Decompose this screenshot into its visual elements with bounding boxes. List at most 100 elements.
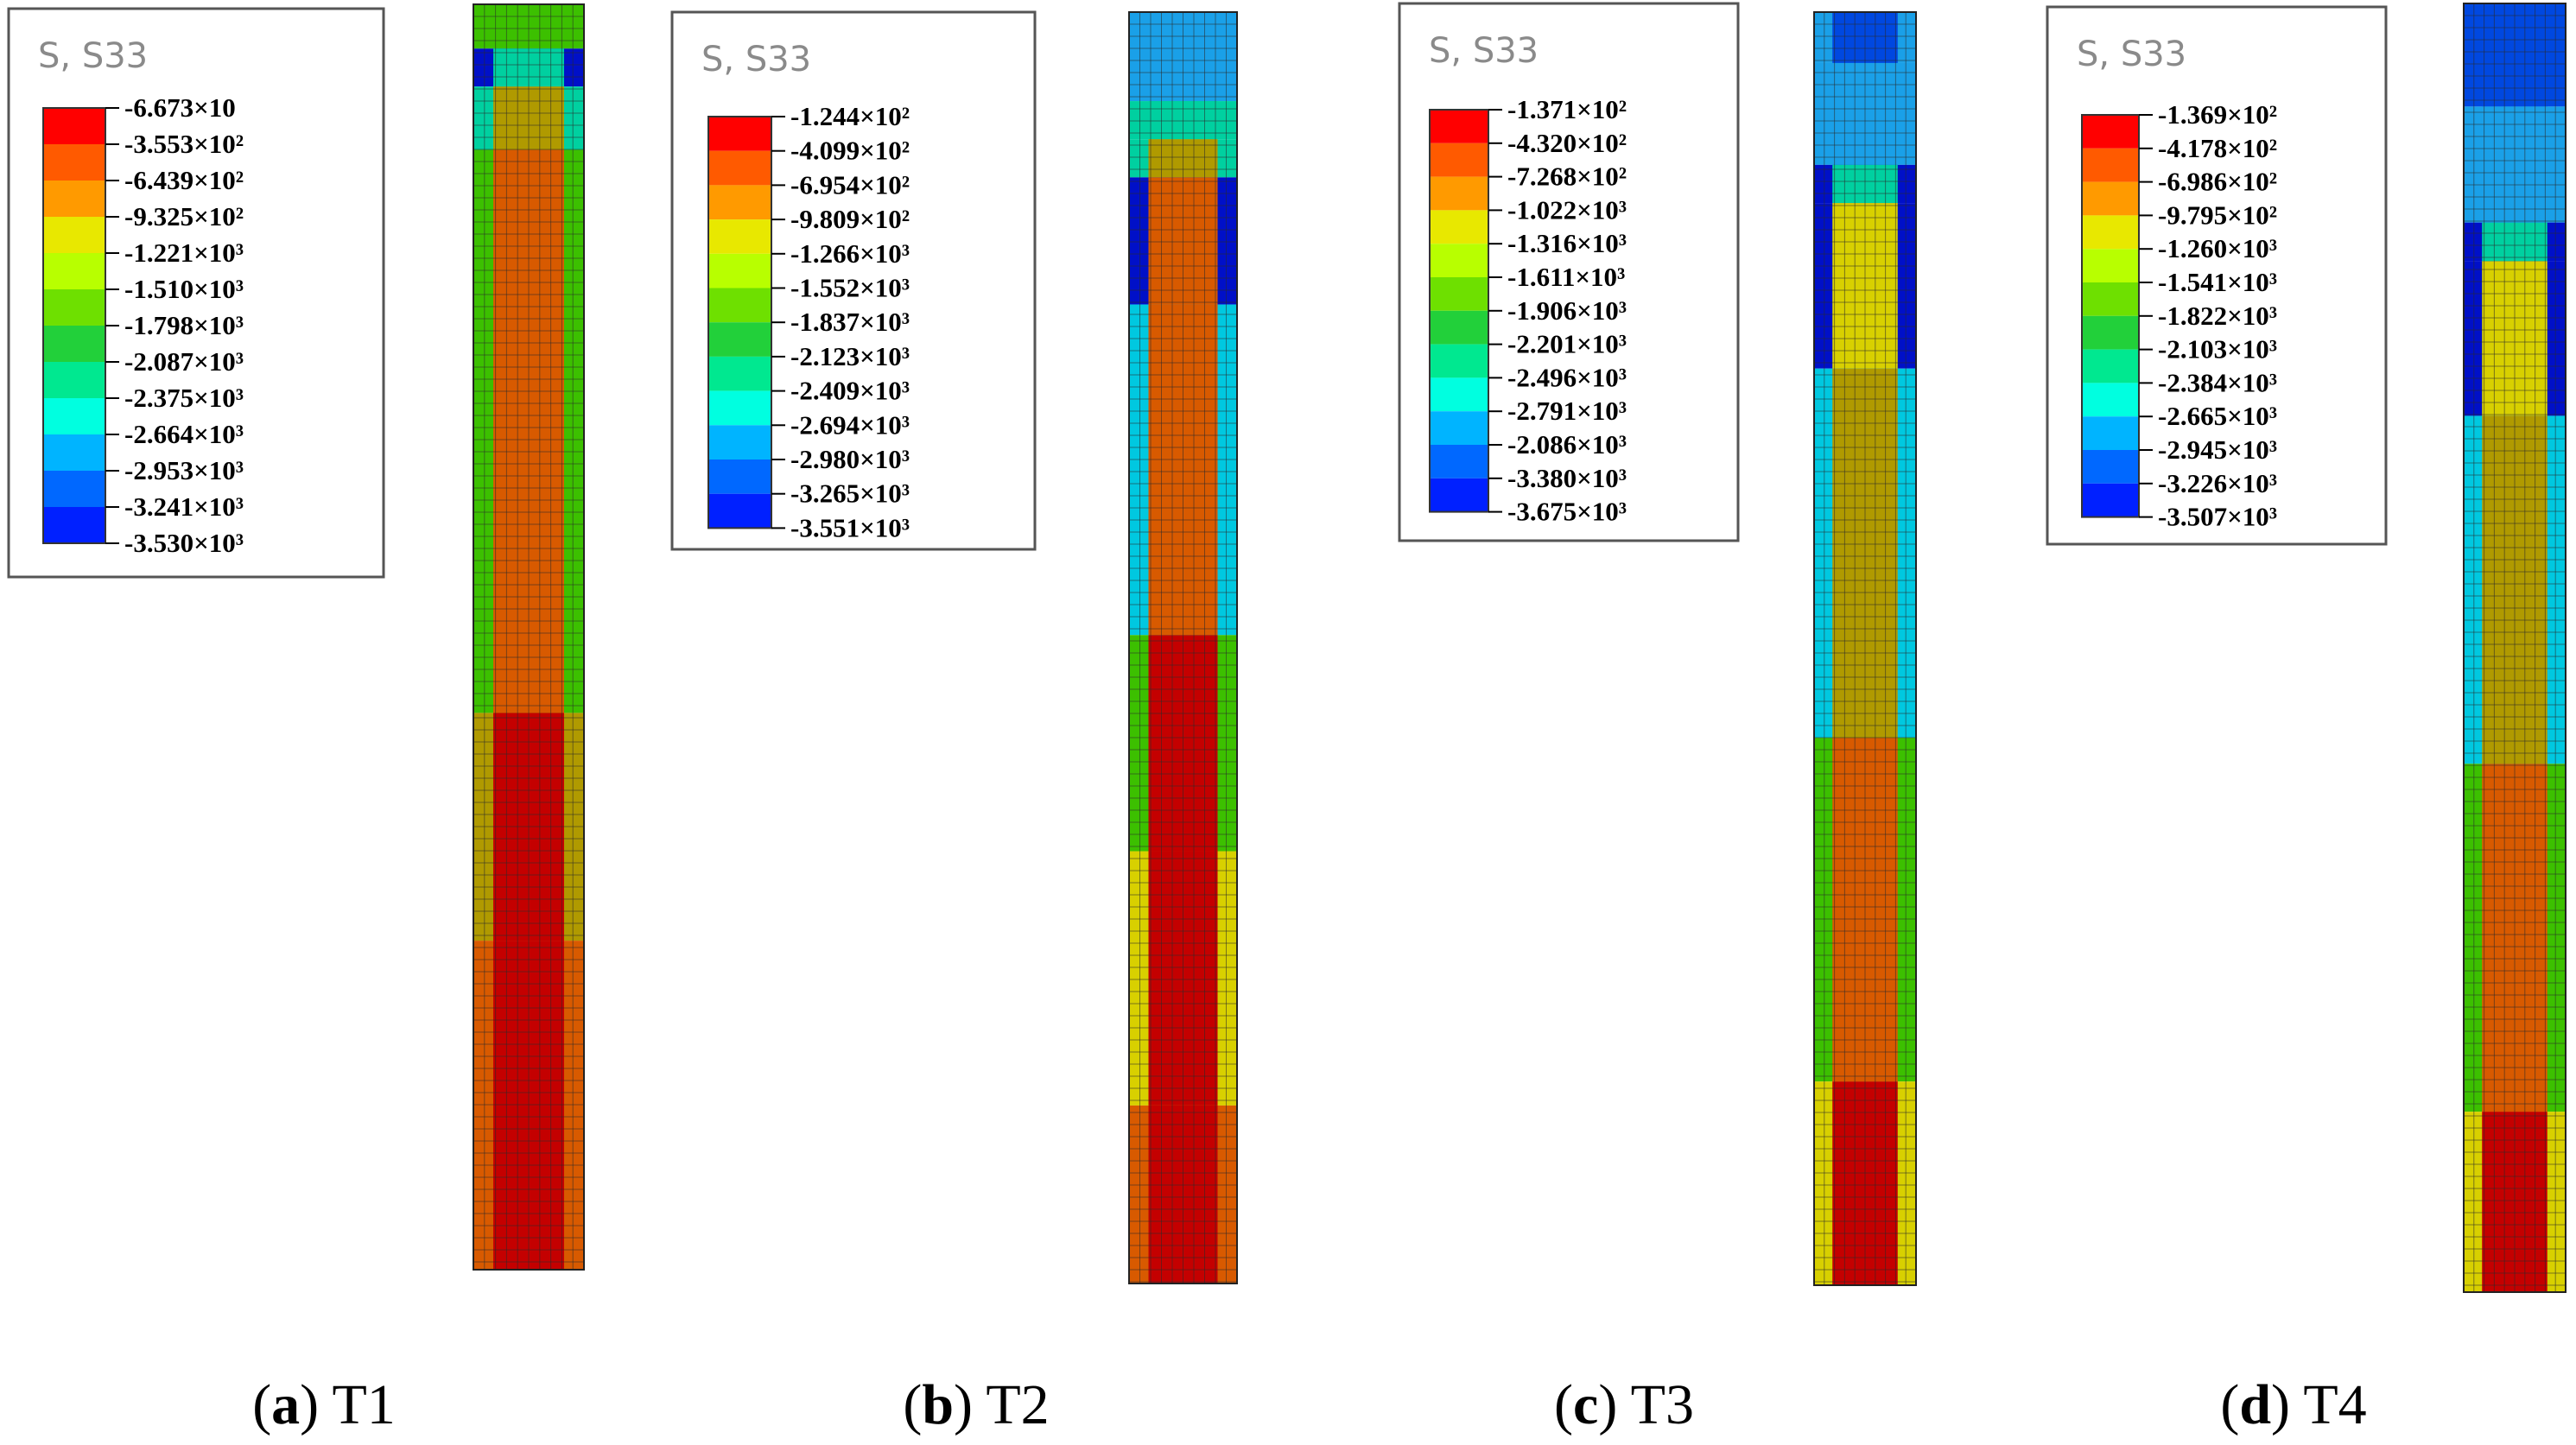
legend-value: -2.496×10³	[1507, 362, 1627, 392]
caption-name: T2	[986, 1373, 1049, 1436]
legend-value: -1.369×10²	[2158, 99, 2277, 130]
legend-value: -2.409×10³	[790, 376, 910, 406]
legend-value: -3.241×10³	[124, 491, 244, 522]
legend-value: -2.087×10³	[124, 346, 244, 377]
panel-caption: (a) T1	[252, 1373, 396, 1436]
legend-swatch	[2082, 383, 2139, 417]
legend-value: -1.316×10³	[1507, 228, 1627, 258]
legend-swatch	[43, 471, 105, 507]
legend-value: -1.266×10³	[790, 238, 910, 269]
legend-value: -2.384×10³	[2158, 367, 2277, 397]
legend-value: -1.906×10³	[1507, 295, 1627, 326]
legend-swatch	[43, 434, 105, 471]
legend-swatch	[2082, 115, 2139, 149]
legend-swatch	[2082, 483, 2139, 517]
legend-title: S, S33	[38, 36, 148, 76]
legend-value: -3.551×10³	[790, 512, 910, 542]
legend-swatch	[2082, 315, 2139, 350]
model-outline	[2463, 3, 2566, 1293]
caption-letter: a	[271, 1373, 300, 1436]
legend-swatch	[2082, 181, 2139, 216]
legend-swatch	[708, 253, 771, 288]
legend-value: -1.244×10²	[790, 101, 910, 131]
legend-value: -1.822×10³	[2158, 301, 2277, 331]
legend-value: -1.552×10³	[790, 273, 910, 303]
legend-value: -3.553×10²	[124, 129, 244, 159]
model-mesh	[1129, 12, 1237, 1283]
legend-swatch	[708, 117, 771, 151]
legend-value: -1.611×10³	[1507, 262, 1625, 292]
legend-value: -3.380×10³	[1507, 463, 1627, 493]
legend-value: -9.809×10²	[790, 204, 910, 234]
legend-value: -2.791×10³	[1507, 396, 1627, 426]
legend-swatch	[43, 217, 105, 253]
legend-swatch	[43, 289, 105, 326]
legend-swatch	[1430, 210, 1488, 244]
model-column	[473, 3, 585, 1271]
legend-swatch	[708, 150, 771, 186]
legend-swatch	[2082, 416, 2139, 450]
legend-swatch	[1430, 411, 1488, 445]
legend-value: -1.022×10³	[1507, 194, 1627, 225]
panel-a: S, S33 -6.673×10 -3.553×10² -6.439×10² -9.32…	[7, 3, 585, 1436]
model-outline	[1128, 11, 1238, 1284]
legend-swatch	[708, 288, 771, 323]
legend-value: -4.099×10²	[790, 136, 910, 166]
legend-swatch	[43, 108, 105, 144]
legend-swatch	[708, 425, 771, 459]
legend-value: -1.798×10³	[124, 310, 244, 340]
panel-b: S, S33 -1.244×10² -4.099×10²-6.954×10² -9.8…	[670, 10, 1238, 1436]
legend-value: -2.665×10³	[2158, 401, 2277, 431]
legend-swatch	[708, 493, 771, 529]
caption-letter: c	[1573, 1373, 1598, 1436]
legend-swatch	[1430, 277, 1488, 311]
legend-swatch	[708, 390, 771, 426]
legend-value: -2.201×10³	[1507, 329, 1627, 359]
model-mesh	[1814, 12, 1916, 1285]
legend-value: -2.086×10³	[1507, 429, 1627, 459]
legend-value: -1.541×10³	[2158, 267, 2277, 297]
legend-swatch	[43, 181, 105, 217]
legend-swatch	[708, 322, 771, 357]
legend-color-bar	[2081, 114, 2140, 518]
legend-swatch	[2082, 450, 2139, 484]
legend-value: -2.953×10³	[124, 455, 244, 485]
legend-color-bar	[1429, 109, 1489, 513]
legend-value: -1.837×10³	[790, 307, 910, 337]
legend-swatch	[1430, 377, 1488, 412]
legend-color-bar	[42, 107, 106, 544]
legend-value: -2.945×10³	[2158, 434, 2277, 465]
legend-swatch	[43, 253, 105, 289]
legend-value: -4.320×10²	[1507, 128, 1627, 158]
caption-name: T4	[2303, 1373, 2366, 1436]
legend-value: -2.103×10³	[2158, 334, 2277, 364]
legend-value: -2.664×10³	[124, 419, 244, 449]
legend-title: S, S33	[2077, 35, 2186, 74]
panel-d: S, S33 -1.369×10²-4.178×10² -6.986×10²-9.7…	[2046, 3, 2566, 1436]
caption-name: T1	[332, 1373, 395, 1436]
legend-value: -1.260×10³	[2158, 233, 2277, 263]
legend-swatch	[1430, 244, 1488, 277]
legend-swatch	[1430, 310, 1488, 345]
legend-value: -6.673×10	[124, 92, 236, 123]
legend-title: S, S33	[1429, 31, 1539, 71]
legend-value: -7.268×10²	[1507, 162, 1627, 192]
legend-swatch	[708, 185, 771, 220]
legend-value: -2.375×10³	[124, 383, 244, 413]
caption-letter: d	[2239, 1373, 2271, 1436]
legend-value: -4.178×10²	[2158, 133, 2277, 163]
legend-value: -2.123×10³	[790, 341, 910, 371]
caption-name: T3	[1631, 1373, 1694, 1436]
legend-swatch	[1430, 176, 1488, 211]
panel-c: S, S33 -1.371×10² -4.320×10² -7.268×10²-1.0…	[1398, 2, 1917, 1436]
legend-value: -1.510×10³	[124, 274, 244, 304]
legend-swatch	[43, 326, 105, 362]
legend-swatch	[1430, 143, 1488, 177]
legend-swatch	[1430, 110, 1488, 143]
model-mesh	[473, 4, 584, 1270]
caption-letter: b	[922, 1373, 954, 1436]
model-column	[2463, 3, 2566, 1293]
legend-swatch	[1430, 445, 1488, 478]
panel-caption: (b) T2	[903, 1373, 1049, 1436]
legend-swatch	[1430, 344, 1488, 378]
